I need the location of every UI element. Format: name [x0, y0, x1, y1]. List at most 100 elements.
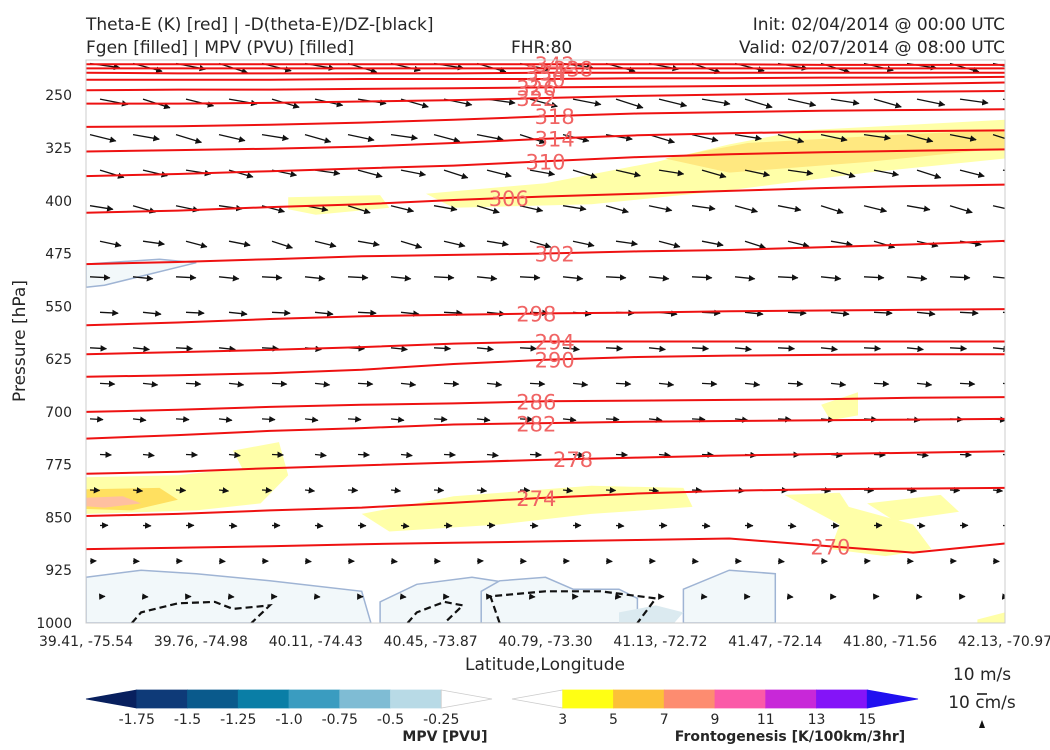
wind-arrow — [357, 240, 380, 248]
wind-arrow — [959, 309, 979, 317]
x-tick-label: 41.13, -72.72 — [613, 634, 707, 650]
wind-arrow — [347, 133, 375, 143]
y-tick-label: 925 — [45, 563, 72, 579]
dashed-contour — [406, 600, 466, 623]
wind-arrow — [949, 486, 961, 494]
wind-arrow — [615, 98, 644, 110]
theta-e-contour-label: 294 — [535, 331, 575, 355]
colorbar-tick: -0.25 — [423, 712, 459, 728]
wind-arrow — [615, 240, 638, 247]
colorbar-tick: 3 — [558, 712, 567, 728]
wind-arrow — [486, 451, 499, 459]
theta-e-contour-label: 334 — [525, 62, 565, 86]
wind-arrow — [648, 487, 660, 494]
wind-arrow — [562, 274, 584, 282]
wind-arrow — [572, 169, 598, 179]
theta-e-contour — [86, 183, 1005, 214]
theta-e-contour — [86, 90, 1005, 105]
wind-arrow — [1002, 311, 1005, 314]
wind-arrow — [347, 274, 369, 281]
wind-arrow — [390, 205, 415, 214]
colorbar-swatch — [765, 689, 817, 709]
wind-arrow — [691, 486, 703, 494]
wind-arrow — [400, 310, 420, 317]
colorbar-swatch — [562, 689, 614, 709]
wind-arrow — [433, 133, 461, 144]
wind-arrow — [701, 98, 731, 107]
wind-arrow — [400, 451, 413, 459]
wind-arrow — [271, 380, 288, 388]
x-tick-label: 40.45, -73.87 — [384, 634, 478, 650]
wind-arrow — [228, 522, 238, 529]
x-axis-label: Latitude,Longitude — [465, 655, 625, 675]
wind-arrow — [271, 240, 294, 250]
wind-arrow — [863, 274, 885, 281]
filled-region — [619, 605, 684, 623]
wind-arrow — [132, 345, 150, 353]
colorbar-swatch — [511, 689, 564, 709]
theta-e-contour — [86, 108, 1005, 128]
wind-arrow — [734, 345, 752, 353]
theta-e-contour — [86, 486, 1005, 517]
wind-arrow — [218, 345, 236, 353]
theta-e-contour — [86, 450, 1005, 475]
mpv-colorbar-label: MPV [PVU] — [402, 729, 487, 745]
wind-arrow — [701, 522, 711, 529]
filled-region — [86, 569, 372, 623]
wind-arrow — [744, 310, 764, 317]
x-tick-label: 39.41, -75.54 — [39, 634, 133, 650]
wind-arrow — [691, 133, 719, 143]
wind-arrow — [1002, 98, 1005, 101]
filled-region — [480, 576, 639, 623]
wind-arrow — [744, 169, 771, 178]
wind-arrow — [786, 593, 794, 600]
wind-arrow — [519, 274, 541, 281]
wind-arrow — [443, 169, 469, 180]
wind-arrow — [443, 309, 463, 317]
theta-e-contour — [86, 81, 1005, 92]
wind-arrow — [529, 169, 556, 177]
wind-arrow — [830, 240, 853, 248]
wind-arrow — [658, 169, 685, 177]
wind-arrow — [830, 381, 847, 388]
colorbar-swatch — [390, 689, 442, 709]
wind-arrow — [906, 133, 934, 144]
wind-arrow — [89, 133, 117, 143]
wind-arrow — [572, 98, 602, 107]
theta-e-contour — [86, 537, 1005, 554]
y-tick-label: 700 — [45, 405, 72, 421]
wind-arrow — [830, 98, 860, 106]
wind-arrow — [529, 380, 546, 388]
wind-arrow — [486, 169, 512, 178]
colorbar-tick: -1.0 — [275, 712, 302, 728]
wind-arrow — [615, 380, 632, 388]
wind-arrow — [605, 274, 627, 281]
wind-arrow — [304, 416, 319, 423]
wind-arrow — [830, 169, 856, 179]
wind-arrow — [1002, 522, 1005, 529]
wind-arrow — [863, 345, 882, 352]
wind-arrow — [615, 522, 625, 529]
y-tick-label: 1000 — [36, 616, 72, 632]
wind-arrow — [873, 380, 890, 388]
colorbar-swatch — [85, 689, 138, 709]
wind-arrow — [271, 451, 284, 458]
wind-arrow — [390, 274, 412, 282]
wind-arrow — [132, 487, 144, 494]
wind-arrow — [529, 451, 542, 458]
theta-e-contour-labels: 3423383343303263223183143103063022982942… — [489, 53, 851, 559]
wind-arrow — [863, 205, 888, 214]
colorbar-tick: 11 — [757, 712, 775, 728]
wind-arrow — [347, 486, 359, 494]
wind-arrow — [959, 169, 985, 178]
wind-arrow — [959, 98, 989, 106]
wind-arrow — [443, 451, 456, 458]
wind-arrow — [132, 416, 147, 423]
wind-arrow — [271, 309, 291, 317]
colorbar-tick: -1.75 — [119, 712, 155, 728]
wind-arrow — [347, 416, 362, 423]
colorbar-tick: -0.5 — [377, 712, 404, 728]
wind-arrow — [476, 345, 494, 353]
wind-arrow — [314, 451, 327, 459]
wind-scale-horizontal: 10 m/s — [953, 665, 1011, 685]
